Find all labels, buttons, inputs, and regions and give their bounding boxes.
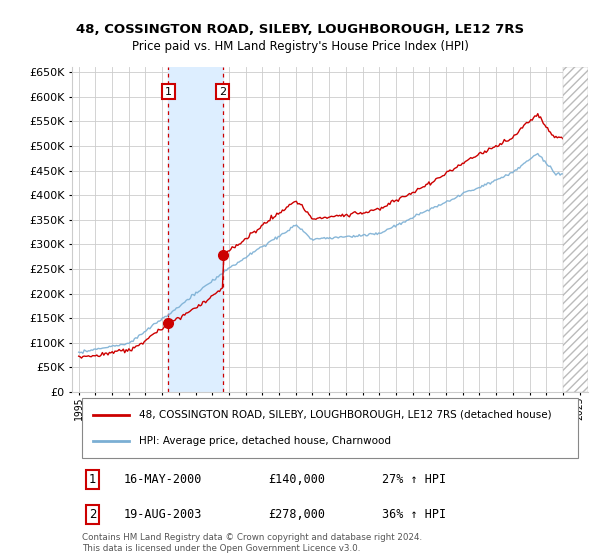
- Text: 16-MAY-2000: 16-MAY-2000: [124, 473, 202, 486]
- Text: Price paid vs. HM Land Registry's House Price Index (HPI): Price paid vs. HM Land Registry's House …: [131, 40, 469, 53]
- Text: 48, COSSINGTON ROAD, SILEBY, LOUGHBOROUGH, LE12 7RS (detached house): 48, COSSINGTON ROAD, SILEBY, LOUGHBOROUG…: [139, 410, 552, 420]
- Text: 1: 1: [165, 87, 172, 96]
- Text: 19-AUG-2003: 19-AUG-2003: [124, 508, 202, 521]
- Text: £140,000: £140,000: [268, 473, 325, 486]
- Text: 2: 2: [219, 87, 226, 96]
- Text: 27% ↑ HPI: 27% ↑ HPI: [382, 473, 446, 486]
- Text: Contains HM Land Registry data © Crown copyright and database right 2024.
This d: Contains HM Land Registry data © Crown c…: [82, 533, 422, 553]
- Bar: [563, 67, 588, 392]
- FancyBboxPatch shape: [82, 398, 578, 458]
- Text: 48, COSSINGTON ROAD, SILEBY, LOUGHBOROUGH, LE12 7RS: 48, COSSINGTON ROAD, SILEBY, LOUGHBOROUG…: [76, 24, 524, 36]
- Bar: [169, 67, 223, 392]
- Text: 36% ↑ HPI: 36% ↑ HPI: [382, 508, 446, 521]
- Text: 1: 1: [89, 473, 97, 486]
- Text: 2: 2: [89, 508, 97, 521]
- Text: HPI: Average price, detached house, Charnwood: HPI: Average price, detached house, Char…: [139, 436, 391, 446]
- Text: £278,000: £278,000: [268, 508, 325, 521]
